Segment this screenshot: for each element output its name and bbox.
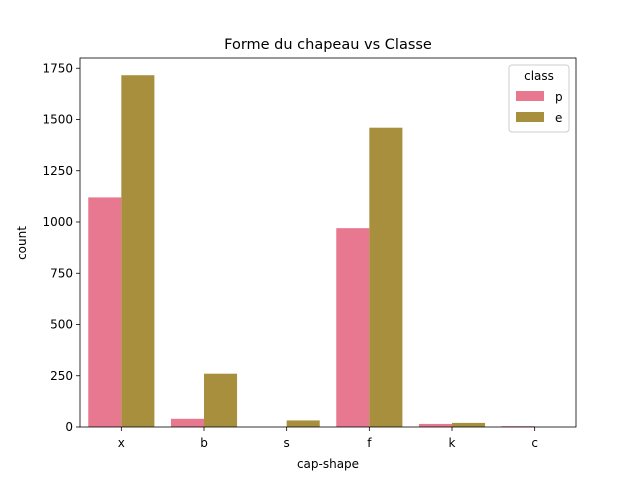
bar-p-x — [88, 197, 122, 427]
chart-title: Forme du chapeau vs Classe — [224, 37, 432, 53]
bar-p-k — [418, 423, 452, 427]
y-tick-label: 1250 — [42, 164, 73, 178]
y-axis-label: count — [15, 226, 29, 260]
x-axis-label: cap-shape — [297, 457, 359, 471]
y-tick-label: 0 — [65, 420, 73, 434]
legend-label-p: p — [555, 90, 563, 104]
x-tick-label: f — [367, 436, 372, 450]
x-tick-label: s — [284, 436, 290, 450]
bar-p-c — [501, 426, 535, 427]
y-tick-label: 750 — [50, 266, 73, 280]
x-tick-label: b — [200, 436, 208, 450]
y-tick-label: 1000 — [42, 215, 73, 229]
bar-p-f — [336, 228, 370, 427]
plot-frame — [79, 57, 577, 428]
y-tick-label: 500 — [50, 318, 73, 332]
bar-e-b — [204, 373, 238, 427]
bar-e-x — [121, 75, 155, 427]
legend-title: class — [524, 69, 554, 83]
bar-p-b — [170, 418, 204, 427]
legend-swatch-p — [516, 91, 544, 101]
legend-swatch-e — [516, 112, 544, 122]
bar-e-k — [452, 422, 486, 427]
bars-layer — [88, 75, 535, 427]
axes-layer: 0 250 500 750 1000 1250 1500 1750 x b s f k c — [42, 57, 577, 450]
x-tick-label: x — [118, 436, 125, 450]
y-tick-label: 1500 — [42, 113, 73, 127]
legend-label-e: e — [555, 111, 562, 125]
bar-e-f — [369, 127, 403, 427]
x-tick-label: c — [531, 436, 538, 450]
y-tick-label: 1750 — [42, 61, 73, 75]
y-tick-label: 250 — [50, 369, 73, 383]
x-tick-label: k — [449, 436, 456, 450]
bar-e-s — [286, 420, 320, 427]
